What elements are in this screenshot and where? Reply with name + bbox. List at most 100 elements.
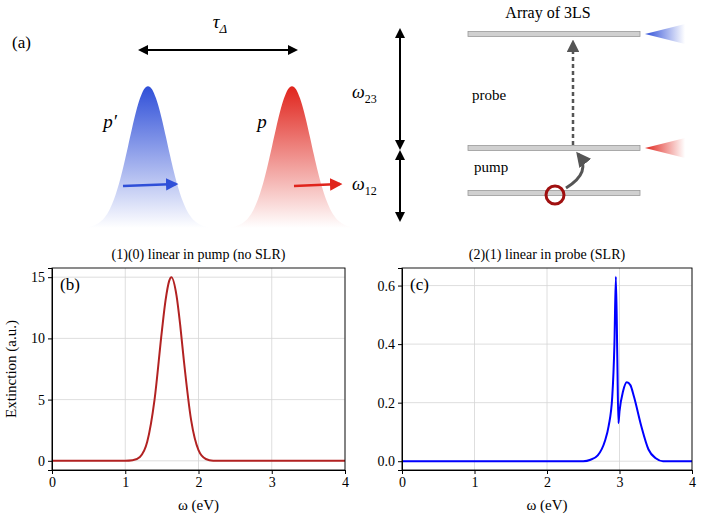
tick: 3 xyxy=(617,470,624,490)
tick-label: 0.4 xyxy=(378,337,396,352)
tick-mark xyxy=(125,470,126,474)
tick-label: 2 xyxy=(544,475,551,490)
panel-a: (a)τΔp′pArray of 3LSω23ω12probepump xyxy=(12,4,685,228)
delay-arrow xyxy=(140,49,296,51)
tick: 0 xyxy=(38,454,52,469)
grid-line xyxy=(619,268,620,470)
grid-line xyxy=(271,268,272,470)
tick-label: 3 xyxy=(617,475,624,490)
x-axis: 0 1 2 3 4 xyxy=(49,470,349,490)
x-axis: 0 1 2 3 4 xyxy=(399,470,696,490)
pulse-label: p xyxy=(255,111,267,132)
transition-arrow xyxy=(399,152,401,220)
grid-line xyxy=(125,268,126,470)
grid-line xyxy=(52,277,345,278)
pulse xyxy=(78,86,218,228)
transition-label-base: ω xyxy=(352,174,365,194)
tick: 0 xyxy=(49,470,56,490)
transition-label-sub: 12 xyxy=(365,184,377,198)
tick-label: 1 xyxy=(122,475,129,490)
grid-line xyxy=(402,285,692,286)
delay-label-sub: Δ xyxy=(219,21,228,36)
probe-arrow xyxy=(572,42,575,145)
panel-label: (b) xyxy=(60,275,80,294)
tick: 0 xyxy=(399,470,406,490)
x-axis-title: ω (eV) xyxy=(526,497,567,514)
data-line xyxy=(52,277,345,461)
tick: 4 xyxy=(342,470,349,490)
tick-mark xyxy=(692,470,693,474)
transition-label: ω12 xyxy=(352,174,377,198)
system-title: Array of 3LS xyxy=(505,4,590,22)
tick-mark xyxy=(398,461,402,462)
tick: 1 xyxy=(122,470,129,490)
pulse-label: p′ xyxy=(101,111,118,132)
tick-label: 1 xyxy=(472,475,479,490)
energy-level xyxy=(468,191,640,196)
chart-title: (1)(0) linear in pump (no SLR) xyxy=(112,247,286,263)
tick-label: 0.0 xyxy=(378,454,396,469)
tick-mark xyxy=(398,286,402,287)
chart-title: (2)(1) linear in probe (SLR) xyxy=(469,247,626,263)
figure: (a)τΔp′pArray of 3LSω23ω12probepump01234… xyxy=(0,0,709,521)
x-axis-title: ω (eV) xyxy=(178,497,219,514)
chart-panel: 0 1 2 3 4 0.0 0.2 0.4 0.6 (2)(1) linear in probe … xyxy=(378,247,697,514)
panel-label: (c) xyxy=(410,275,429,294)
propagation-arrow xyxy=(294,184,340,186)
tick-mark xyxy=(475,470,476,474)
grid-line xyxy=(402,402,692,403)
transition-label: ω23 xyxy=(352,82,377,106)
delay-label: τΔ xyxy=(213,11,228,36)
tick-mark xyxy=(199,470,200,474)
plot-area xyxy=(52,277,345,461)
tick: 2 xyxy=(544,470,551,490)
tick: 5 xyxy=(38,393,52,408)
tick-mark xyxy=(48,461,52,462)
tick-label: 0 xyxy=(399,475,406,490)
tick-mark xyxy=(48,400,52,401)
tick: 3 xyxy=(269,470,276,490)
tick-label: 0 xyxy=(49,475,56,490)
tick-mark xyxy=(48,277,52,278)
y-axis: 051015 xyxy=(31,269,53,471)
y-axis-title: Extinction (a.u.) xyxy=(3,320,20,418)
tick-label: 2 xyxy=(196,475,203,490)
pump-arrow xyxy=(566,154,583,188)
transition-arrow xyxy=(399,30,401,148)
y-axis: 0.0 0.2 0.4 0.6 xyxy=(378,269,403,471)
propagation-arrow xyxy=(123,184,176,186)
emission-tail xyxy=(645,138,685,158)
tick-label: 0.6 xyxy=(378,279,396,294)
emission-tail xyxy=(645,24,685,44)
axis-line xyxy=(53,471,346,475)
tick-label: 3 xyxy=(269,475,276,490)
plot-frame xyxy=(402,268,692,470)
energy-level xyxy=(468,146,640,151)
arrow-label: probe xyxy=(472,87,506,103)
tick-label: 0 xyxy=(38,454,45,469)
plot-area xyxy=(402,277,692,461)
transition-label-base: ω xyxy=(352,82,365,102)
population xyxy=(546,186,564,204)
tick-label: 4 xyxy=(342,475,349,490)
energy-level xyxy=(468,32,640,37)
tick-label: 10 xyxy=(31,331,45,346)
tick-label: 4 xyxy=(689,475,696,490)
tick-mark xyxy=(547,470,548,474)
tick-label: 0.2 xyxy=(378,396,396,411)
tick: 2 xyxy=(196,470,203,490)
chart-panel: 01234051015(1)(0) linear in pump (no SLR… xyxy=(3,247,349,514)
plot-frame xyxy=(52,268,345,470)
tick-mark xyxy=(620,470,621,474)
arrow-label: pump xyxy=(474,159,508,175)
tick-mark xyxy=(398,403,402,404)
tick-label: 5 xyxy=(38,393,45,408)
axis-line xyxy=(403,471,693,475)
tick: 0.0 xyxy=(378,454,403,469)
tick-mark xyxy=(272,470,273,474)
grid-line xyxy=(198,268,199,470)
tick: 10 xyxy=(31,331,52,346)
panel-label: (a) xyxy=(12,33,31,52)
grid-line xyxy=(474,268,475,470)
grid-line xyxy=(402,344,692,345)
